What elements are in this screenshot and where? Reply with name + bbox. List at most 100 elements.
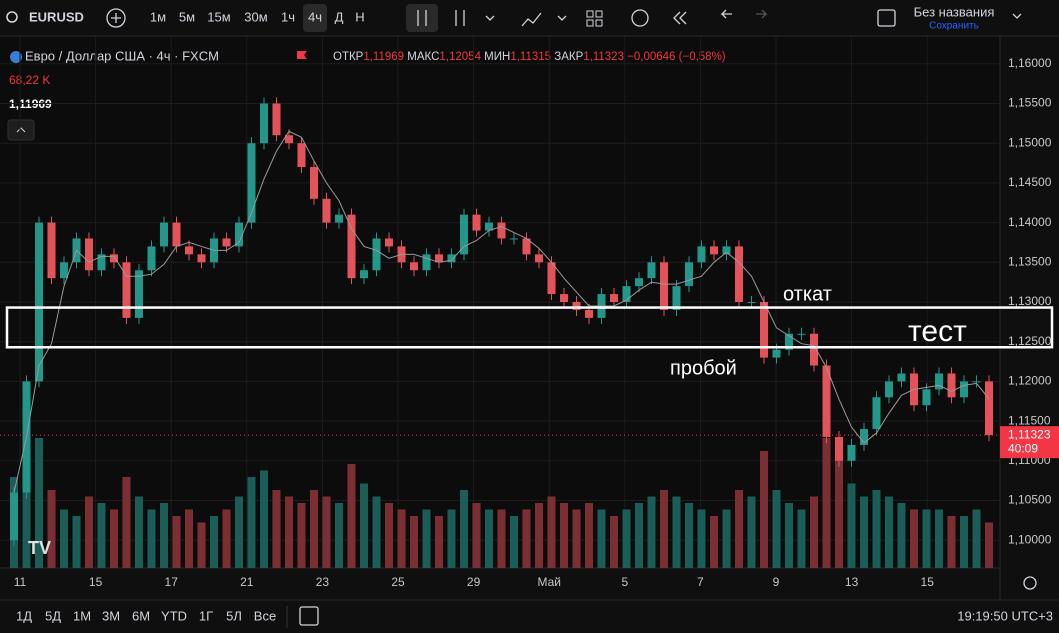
candle-body — [122, 262, 131, 318]
volume-bar — [147, 509, 156, 568]
undo-icon[interactable] — [720, 9, 732, 19]
settings-icon[interactable] — [1023, 576, 1037, 590]
layout-checkbox[interactable] — [877, 9, 896, 27]
volume-bar — [347, 464, 356, 568]
candle-body — [685, 262, 693, 287]
add-symbol[interactable] — [106, 8, 126, 28]
y-tick-label: 1,12500 — [1008, 334, 1052, 348]
layout-name[interactable]: Без названия — [914, 4, 995, 19]
layout-icon — [586, 19, 594, 27]
interval-button[interactable]: 30м — [244, 9, 267, 24]
volume-bar — [572, 509, 581, 568]
candle-body — [647, 262, 656, 279]
dropdown-arrows[interactable] — [485, 15, 567, 21]
volume-bar — [610, 516, 618, 568]
volume-bar — [97, 503, 106, 568]
volume-bar — [210, 516, 218, 568]
range-button[interactable]: 3М — [102, 608, 120, 623]
close-label: ЗАКР — [554, 51, 583, 63]
range-button[interactable]: YTD — [161, 608, 187, 623]
active-interval[interactable] — [303, 4, 327, 32]
low-label: МИН — [484, 51, 510, 63]
candle-body — [310, 167, 318, 199]
volume-bar — [460, 490, 468, 568]
candle-body — [585, 309, 593, 318]
interval-button[interactable]: 4ч — [308, 9, 322, 24]
symbol[interactable]: EURUSD — [29, 9, 84, 24]
y-tick-label: 1,13000 — [1008, 294, 1052, 308]
volume-bar — [372, 496, 381, 568]
range-button[interactable]: 1Г — [199, 608, 213, 623]
interval-button[interactable]: 15м — [207, 9, 230, 24]
candle-body — [347, 214, 356, 279]
range-button[interactable]: 1Д — [16, 608, 32, 623]
volume-bar — [72, 516, 81, 568]
candle-body — [635, 278, 643, 287]
candle-body — [672, 286, 681, 310]
candle-body — [97, 254, 106, 271]
volume-bar — [297, 503, 306, 568]
volume-bar — [960, 516, 968, 568]
volume-bar — [897, 503, 906, 568]
volume-bar — [647, 496, 656, 568]
volume-bar — [710, 516, 718, 568]
layout-icon[interactable] — [586, 10, 594, 18]
annotation: тест — [908, 315, 967, 348]
layout-dropdown[interactable] — [1012, 13, 1022, 19]
volume-bar — [885, 496, 893, 568]
y-tick-label: 1,13500 — [1008, 254, 1052, 268]
volume-bar — [835, 457, 843, 568]
volume-bar — [497, 509, 506, 568]
high-value: 1,12054 — [439, 51, 481, 63]
indicator-icon[interactable] — [455, 10, 465, 26]
candle-body — [922, 389, 931, 406]
range-button[interactable]: 6М — [132, 608, 150, 623]
candles-button[interactable] — [406, 4, 438, 32]
ohlc-legend: ОТКР1,11969 МАКС1,12054 МИН1,11315 ЗАКР1… — [333, 51, 726, 63]
replay-icon[interactable] — [673, 11, 687, 25]
range-button[interactable]: 5Л — [226, 608, 242, 623]
range-button[interactable]: 5Д — [45, 608, 61, 623]
y-tick-label: 1,15500 — [1008, 96, 1052, 110]
candle-body — [172, 222, 181, 247]
interval-button[interactable]: Д — [335, 9, 344, 24]
y-tick-label: 1,10500 — [1008, 493, 1052, 507]
candle-body — [710, 246, 718, 255]
volume-bar — [672, 496, 681, 568]
candle-body — [135, 270, 143, 318]
volume-bar — [772, 490, 781, 568]
volume-bar — [85, 496, 93, 568]
candle-body — [460, 214, 468, 255]
save-label[interactable]: Сохранить — [929, 21, 979, 32]
candle-body — [622, 286, 631, 302]
volume-bar — [910, 509, 918, 568]
volume-bar — [947, 516, 956, 568]
candle-body — [697, 246, 706, 263]
close-value: 1,11323 — [583, 51, 624, 63]
interval-button[interactable]: Н — [355, 9, 364, 24]
collapse-button[interactable] — [7, 119, 35, 141]
candle-body — [60, 262, 68, 279]
volume-bar — [222, 509, 231, 568]
volume-bar — [860, 496, 868, 568]
interval-button[interactable]: 1м — [150, 9, 166, 24]
volume-bar — [410, 516, 418, 568]
range-button[interactable]: Все — [254, 608, 276, 623]
candle-body — [847, 444, 856, 461]
volume-value: 68,22 K — [9, 73, 50, 87]
volume-bar — [135, 496, 143, 568]
redo-icon[interactable] — [756, 9, 768, 19]
interval-button[interactable]: 5м — [179, 9, 195, 24]
candle-body — [797, 333, 806, 335]
y-tick-label: 1,12000 — [1008, 374, 1052, 388]
range-button[interactable]: 1М — [73, 608, 91, 623]
search-icon[interactable] — [6, 11, 18, 23]
interval-button[interactable]: 1ч — [281, 9, 295, 24]
alert-icon[interactable] — [631, 9, 649, 27]
volume-bar — [597, 509, 606, 568]
indicators-icon[interactable] — [521, 12, 542, 27]
candle-body — [972, 381, 981, 383]
date-range-icon[interactable] — [299, 606, 319, 626]
flag-icon[interactable] — [297, 51, 307, 59]
